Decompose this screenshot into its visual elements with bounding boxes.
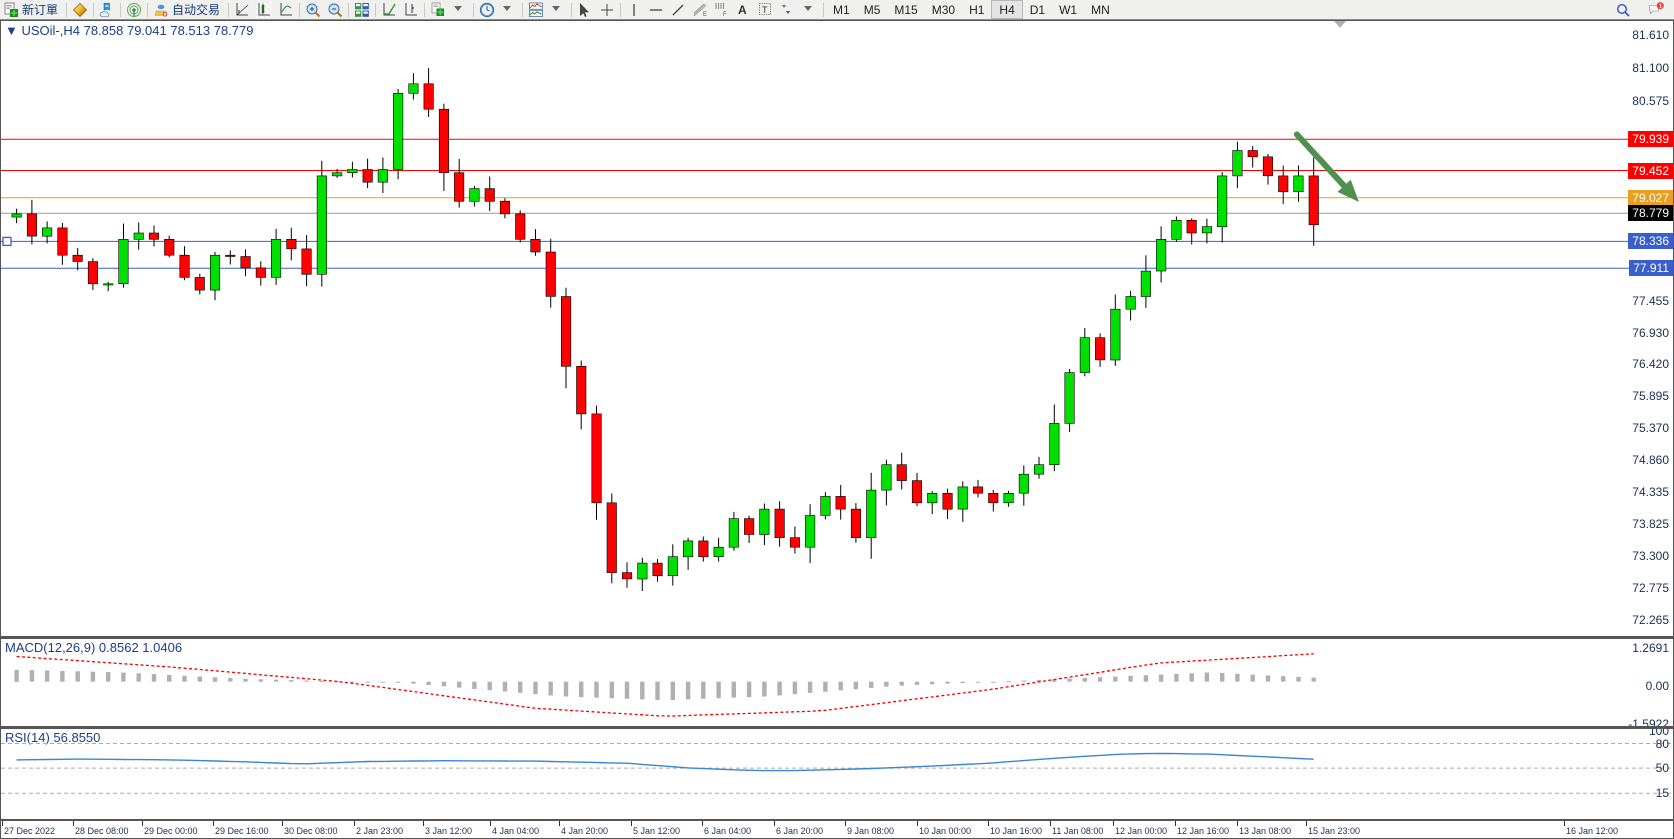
svg-text:A: A xyxy=(738,3,747,17)
svg-text:T: T xyxy=(762,5,768,15)
svg-text:F: F xyxy=(723,12,727,18)
svg-text:E: E xyxy=(703,12,707,18)
svg-text:1: 1 xyxy=(1659,3,1662,9)
